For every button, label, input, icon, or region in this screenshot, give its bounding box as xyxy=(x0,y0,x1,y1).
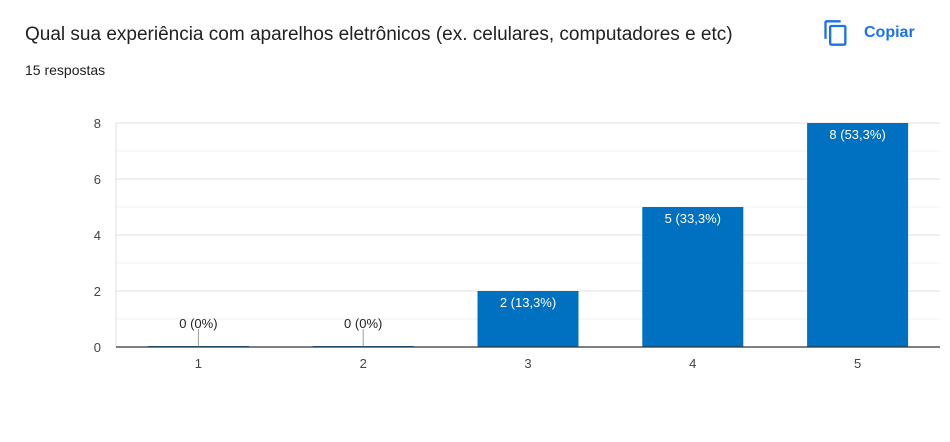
y-tick-label: 8 xyxy=(94,116,101,131)
y-tick-label: 6 xyxy=(94,172,101,187)
bar xyxy=(807,123,909,347)
y-tick-label: 0 xyxy=(94,340,101,355)
data-label: 5 (33,3%) xyxy=(665,211,721,226)
x-tick-label: 1 xyxy=(195,356,202,371)
data-label: 0 (0%) xyxy=(179,316,217,331)
x-tick-label: 2 xyxy=(360,356,367,371)
copy-button[interactable]: Copiar xyxy=(822,18,915,48)
y-tick-label: 4 xyxy=(94,228,101,243)
response-count: 15 respostas xyxy=(25,62,106,78)
y-tick-label: 2 xyxy=(94,284,101,299)
bar xyxy=(642,207,744,347)
data-label: 0 (0%) xyxy=(344,316,382,331)
data-label: 2 (13,3%) xyxy=(500,295,556,310)
x-tick-label: 3 xyxy=(524,356,531,371)
copy-button-label: Copiar xyxy=(864,24,915,41)
bar xyxy=(477,291,579,347)
x-tick-label: 5 xyxy=(854,356,861,371)
data-label: 8 (53,3%) xyxy=(829,127,885,142)
copy-icon xyxy=(822,19,850,47)
question-title: Qual sua experiência com aparelhos eletr… xyxy=(25,24,733,45)
x-tick-label: 4 xyxy=(689,356,696,371)
